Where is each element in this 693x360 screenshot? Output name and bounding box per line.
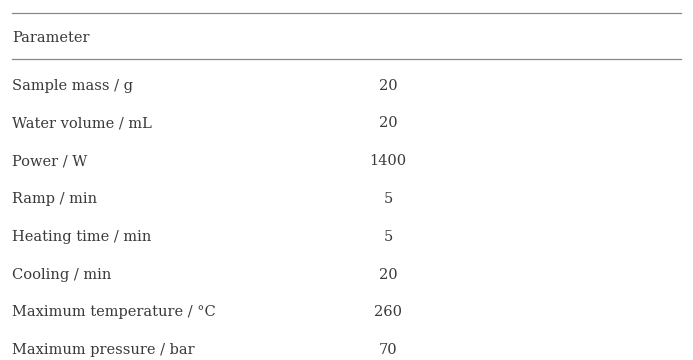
Text: Maximum pressure / bar: Maximum pressure / bar [12,343,195,357]
Text: Water volume / mL: Water volume / mL [12,117,152,130]
Text: Parameter: Parameter [12,31,90,45]
Text: 1400: 1400 [369,154,407,168]
Text: 20: 20 [379,79,397,93]
Text: 20: 20 [379,117,397,130]
Text: Power / W: Power / W [12,154,88,168]
Text: 5: 5 [383,230,393,244]
Text: Heating time / min: Heating time / min [12,230,152,244]
Text: 260: 260 [374,306,402,319]
Text: 5: 5 [383,192,393,206]
Text: 20: 20 [379,268,397,282]
Text: 70: 70 [379,343,397,357]
Text: Ramp / min: Ramp / min [12,192,98,206]
Text: Cooling / min: Cooling / min [12,268,112,282]
Text: Sample mass / g: Sample mass / g [12,79,134,93]
Text: Maximum temperature / °C: Maximum temperature / °C [12,306,216,319]
